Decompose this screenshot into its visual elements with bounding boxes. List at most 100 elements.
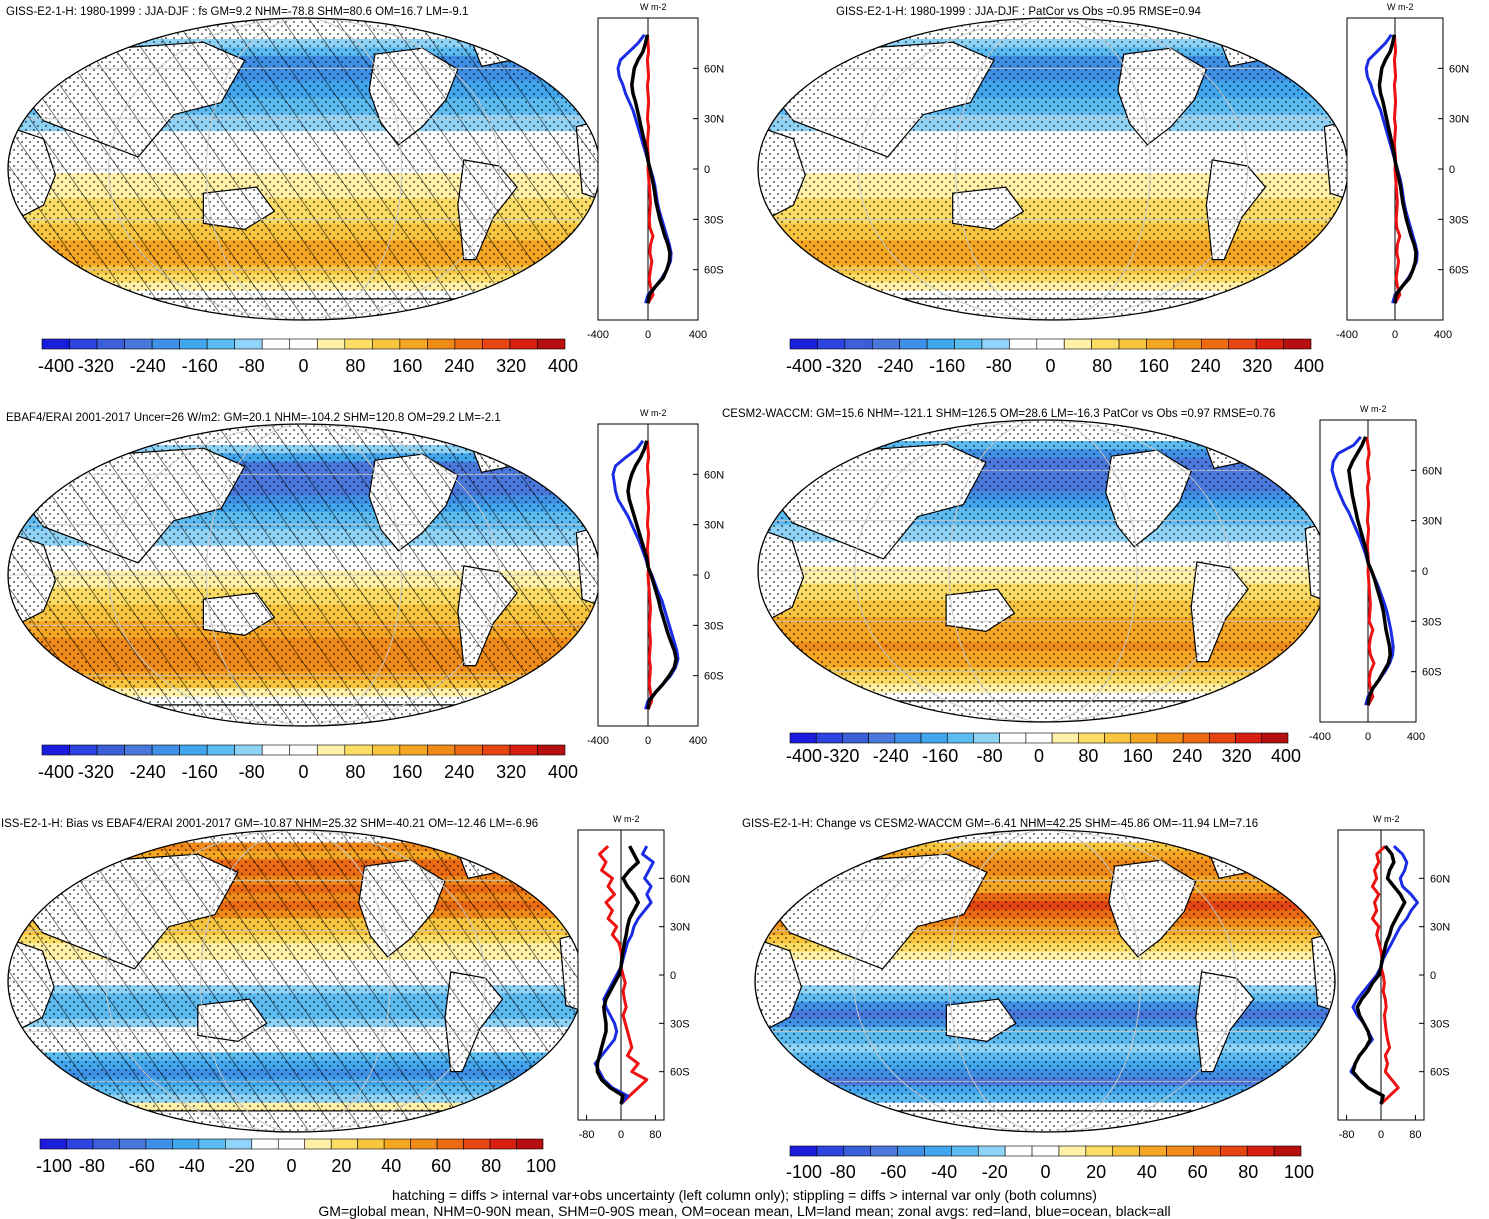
colorbar-label: -80	[977, 746, 1003, 766]
y-tick-label: 60S	[1422, 667, 1442, 679]
colorbar-cell	[145, 1138, 173, 1150]
colorbar-label: 20	[331, 1156, 351, 1176]
colorbar-label: -100	[786, 1162, 822, 1182]
colorbar-label: -80	[79, 1156, 105, 1176]
colorbar-4: -400 -320 -240 -160 -80 0 80 160 240 320 400	[786, 732, 1301, 766]
colorbar-label: 400	[1294, 356, 1324, 376]
colorbar-cell	[119, 1138, 147, 1150]
colorbar-cell	[1031, 1145, 1060, 1157]
y-tick-label: 30N	[704, 520, 724, 532]
colorbar-cell	[894, 732, 922, 744]
colorbar-cell	[399, 338, 428, 350]
colorbar-cell	[1166, 1145, 1194, 1157]
map-body	[758, 18, 1348, 320]
colorbar-label: -400	[38, 762, 74, 782]
colorbar-cell	[1261, 732, 1289, 744]
zonal-land-line	[598, 845, 649, 1105]
colorbar-cell	[251, 1138, 279, 1150]
map-panel-3: EBAF4/ERAI 2001-2017 Uncer=26 W/m2: GM=2…	[6, 412, 601, 727]
colorbar-cell	[41, 744, 70, 756]
colorbar-cell	[1246, 1145, 1275, 1157]
zonal-land-line	[645, 34, 655, 304]
graticule-lon	[105, 830, 486, 1132]
colorbar-cell	[92, 1138, 120, 1150]
map-title: CESM2-WACCM: GM=15.6 NHM=-121.1 SHM=126.…	[722, 408, 1275, 420]
colorbar-label: 160	[392, 356, 422, 376]
colorbar-cell	[843, 1145, 871, 1157]
colorbar-cell	[899, 338, 928, 350]
y-tick-label: 60S	[670, 1067, 690, 1079]
y-tick-label: 0	[704, 164, 710, 176]
units-label: W m-2	[640, 408, 667, 418]
zonal-panel-2: 60N 30N 0 30S 60S -400 0 400 W m-2	[1336, 2, 1469, 341]
colorbar-cell	[1201, 338, 1230, 350]
y-tick-label: 60S	[1449, 265, 1469, 277]
colorbar-label: -240	[130, 762, 166, 782]
colorbar-cell	[1220, 1145, 1248, 1157]
colorbar-label: -60	[880, 1162, 906, 1182]
colorbar-cell	[1112, 1145, 1140, 1157]
colorbar-cell	[844, 338, 873, 350]
y-tick-label: 30S	[670, 1018, 690, 1030]
colorbar-label: 60	[431, 1156, 451, 1176]
map-title: GISS-E2-1-H: Bias vs EBAF4/ERAI 2001-201…	[0, 818, 538, 830]
colorbar-cell	[1118, 338, 1147, 350]
colorbar-cell	[1078, 732, 1105, 744]
colorbar-cell	[509, 338, 538, 350]
zonal-land-line	[645, 440, 654, 710]
x-tick-label: 0	[1392, 329, 1398, 341]
y-tick-label: 30N	[670, 922, 690, 934]
colorbar-cell	[289, 338, 318, 350]
y-tick-label: 0	[670, 970, 676, 982]
x-tick-label: 80	[1409, 1129, 1421, 1141]
colorbar-cell	[977, 1145, 1006, 1157]
y-tick-label: 60N	[1449, 63, 1469, 75]
colorbar-label: 0	[1045, 356, 1055, 376]
colorbar-cell	[427, 744, 456, 756]
map-panel-2: GISS-E2-1-H: 1980-1999 : JJA-DJF : PatCo…	[757, 6, 1349, 321]
colorbar-label: 20	[1086, 1162, 1106, 1182]
colorbar-label: 160	[392, 762, 422, 782]
graticule-lon	[857, 18, 1249, 320]
map-body	[758, 420, 1328, 722]
zonal-all-line	[630, 34, 672, 304]
zonal-panel-3: 60N 30N 0 30S 60S -400 0 400 W m-2	[587, 408, 724, 747]
colorbar-label: -400	[38, 356, 74, 376]
colorbar-cell	[1058, 1145, 1087, 1157]
x-tick-label: 80	[649, 1129, 661, 1141]
map-panel-6: GISS-E2-1-H: Change vs CESM2-WACCM GM=-6…	[742, 818, 1336, 1133]
colorbar-label: -320	[78, 762, 114, 782]
x-tick-label: -400	[587, 735, 609, 747]
colorbar-cell	[789, 732, 817, 744]
y-tick-label: 60N	[704, 469, 724, 481]
colorbar-cell	[1130, 732, 1158, 744]
colorbar-label: 160	[1123, 746, 1153, 766]
colorbar-cell	[357, 1138, 385, 1150]
y-tick-label: 60N	[1430, 873, 1450, 885]
zonal-panel-6: 60N 30N 0 30S 60S -80 0 80 W m-2	[1337, 814, 1450, 1141]
colorbar-cell	[383, 1138, 411, 1150]
x-tick-label: 400	[689, 735, 707, 747]
y-tick-label: 30N	[1430, 922, 1450, 934]
colorbar-label: -320	[826, 356, 862, 376]
zonal-all-line	[1351, 845, 1407, 1105]
colorbar-label: -320	[823, 746, 859, 766]
y-tick-label: 30N	[704, 114, 724, 126]
colorbar-label: -320	[78, 356, 114, 376]
colorbar-cell	[981, 338, 1010, 350]
y-tick-label: 30S	[1430, 1018, 1450, 1030]
graticule-lon	[955, 18, 1151, 320]
y-tick-label: 60S	[1430, 1067, 1450, 1079]
graticule-lon	[108, 18, 500, 320]
colorbar-cell	[1228, 338, 1257, 350]
colorbar-cell	[179, 338, 208, 350]
units-label: W m-2	[640, 2, 667, 12]
x-tick-label: 0	[1378, 1129, 1384, 1141]
colorbar-1: -400 -320 -240 -160 -80 0 80 160 240 320 400	[38, 338, 578, 376]
y-tick-label: 30S	[1422, 616, 1442, 628]
colorbar-cell	[920, 732, 948, 744]
colorbar-label: 80	[481, 1156, 501, 1176]
colorbar-label: 240	[1172, 746, 1202, 766]
colorbar-label: -80	[239, 356, 265, 376]
colorbar-label: 400	[548, 356, 578, 376]
